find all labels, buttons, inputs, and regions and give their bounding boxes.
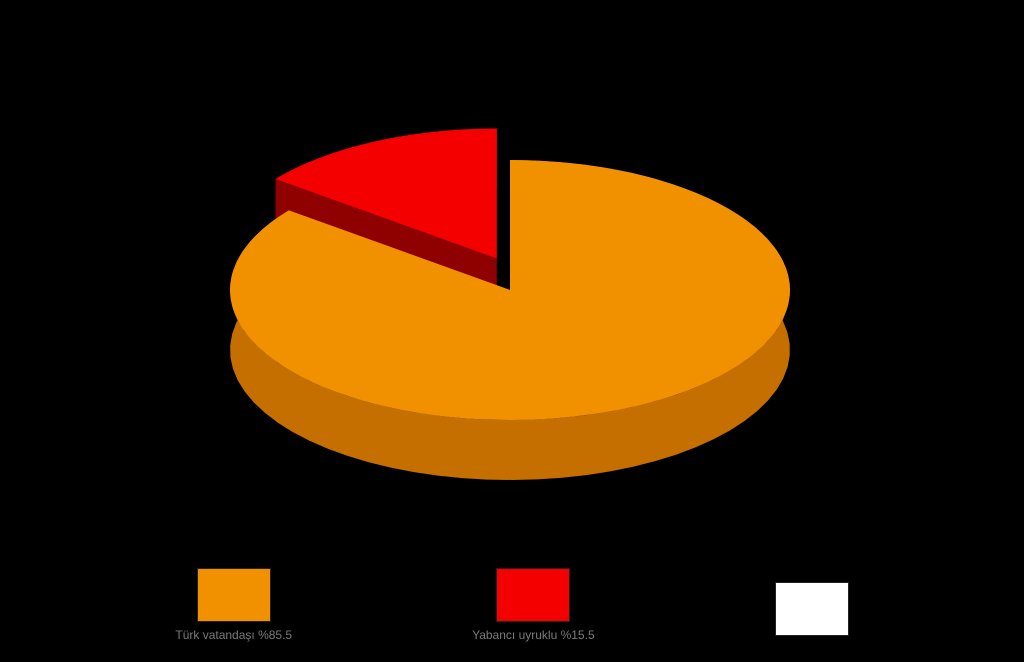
legend-item: Türk vatandaşı %85.5 [175, 568, 292, 642]
chart-canvas: Türk vatandaşı %85.5 Yabancı uyruklu %15… [0, 0, 1024, 662]
legend-swatch [496, 568, 570, 622]
legend-item [775, 582, 849, 642]
legend-label: Türk vatandaşı %85.5 [175, 628, 292, 642]
legend-item: Yabancı uyruklu %15.5 [472, 568, 595, 642]
pie-chart [180, 100, 840, 500]
legend-label: Yabancı uyruklu %15.5 [472, 628, 595, 642]
legend: Türk vatandaşı %85.5 Yabancı uyruklu %15… [0, 568, 1024, 642]
legend-swatch [197, 568, 271, 622]
legend-swatch [775, 582, 849, 636]
